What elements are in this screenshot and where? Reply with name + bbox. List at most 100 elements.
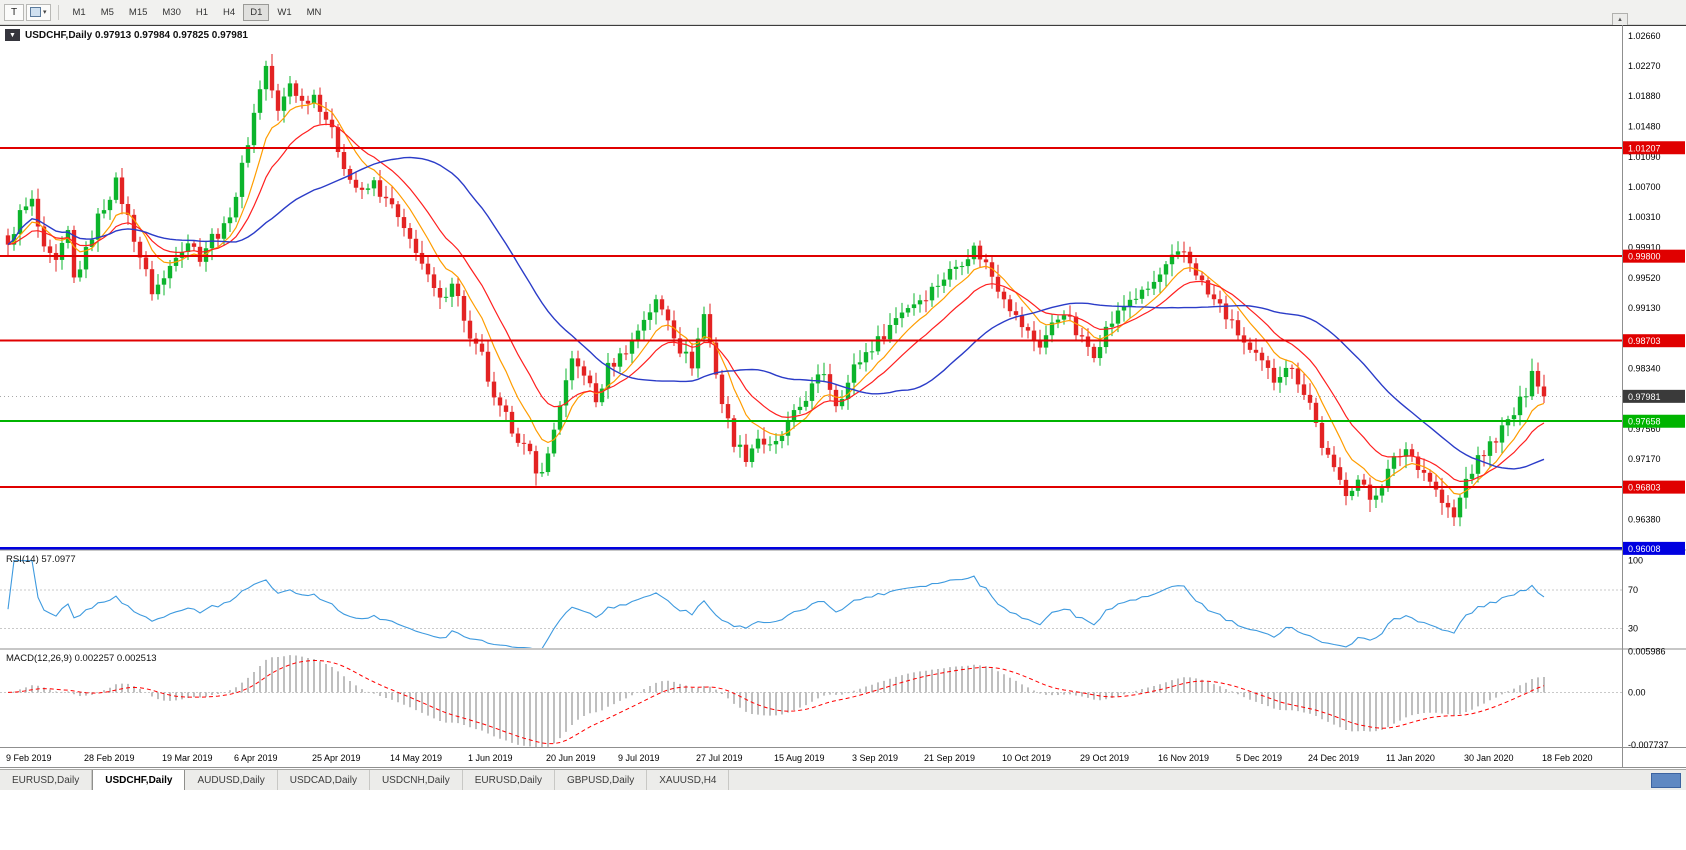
macd-pane[interactable] [0,650,1622,747]
candle [815,364,821,393]
candle [749,444,755,468]
candle [1229,309,1235,329]
candle [515,427,521,447]
candle [119,168,125,215]
candle [1205,276,1211,298]
timeframe-button-h4[interactable]: H4 [216,4,242,21]
candle [809,377,815,410]
chart-template-icon [30,7,41,17]
candle [1115,302,1121,333]
candle [1541,374,1547,404]
candle [1109,311,1115,337]
candle [869,340,875,360]
chart-tab-1-usdchf-daily[interactable]: USDCHF,Daily [92,770,186,790]
candle [953,259,959,280]
chart-tab-3-usdcad-daily[interactable]: USDCAD,Daily [277,770,370,790]
candle [971,242,977,265]
candle [1163,260,1169,287]
timeframe-button-w1[interactable]: W1 [270,4,298,21]
timeframe-button-m1[interactable]: M1 [66,4,93,21]
timeframe-button-m5[interactable]: M5 [94,4,121,21]
candle [1517,385,1523,426]
candle [857,350,863,370]
candle [569,350,575,390]
date-label: 10 Oct 2019 [1002,753,1051,763]
candle [965,249,971,274]
candle [803,391,809,411]
chart-tab-5-eurusd-daily[interactable]: EURUSD,Daily [462,770,555,790]
chart-tab-7-xauusd-h4[interactable]: XAUUSD,H4 [647,770,730,790]
timeframe-button-m15[interactable]: M15 [122,4,154,21]
price-pane[interactable] [0,25,1622,549]
candle [191,240,197,251]
candle [623,345,629,361]
candle [1499,417,1505,455]
candle [335,124,341,158]
candle [1001,287,1007,309]
candle [905,304,911,317]
one-click-trading-toggle[interactable]: ▼ [5,29,20,41]
rsi-pane[interactable] [0,551,1622,648]
candle [29,190,35,216]
candle [17,204,23,246]
candle [365,183,371,195]
date-label: 14 May 2019 [390,753,442,763]
date-label: 11 Jan 2020 [1386,753,1435,763]
candle [1277,366,1283,393]
price-tick-label: 1.01880 [1628,91,1661,101]
svg-text:1.01207: 1.01207 [1628,143,1661,153]
candle [317,87,323,124]
mid-ma-line [7,123,1545,483]
candle [131,209,137,253]
candle [635,324,641,349]
chevron-down-icon: ▾ [43,8,47,16]
candle [1301,373,1307,400]
candle [47,239,53,263]
chart-tab-2-audusd-daily[interactable]: AUDUSD,Daily [185,770,278,790]
candle [929,282,935,307]
candle [1139,286,1145,304]
macd-tick-label: -0.007737 [1628,740,1669,750]
candle [41,216,47,252]
candle [1409,443,1415,462]
timeframe-button-h1[interactable]: H1 [189,4,215,21]
candle [239,155,245,209]
candle [431,267,437,297]
chart-tab-6-gbpusd-daily[interactable]: GBPUSD,Daily [554,770,648,790]
candle [743,433,749,467]
timeframe-button-mn[interactable]: MN [300,4,329,21]
date-label: 3 Sep 2019 [852,753,898,763]
date-axis[interactable] [0,747,1622,768]
candle [923,290,929,313]
price-tick-label: 1.01090 [1628,152,1661,162]
candle [539,462,545,477]
text-tool-button[interactable]: T [4,3,24,21]
candle [1511,407,1517,427]
timeframe-button-m30[interactable]: M30 [155,4,187,21]
templates-button[interactable]: ▾ [26,3,51,21]
candle [125,196,131,225]
tabbar-scroll-thumb[interactable] [1651,772,1681,788]
price-badge-0.96008: 0.96008 [1623,541,1685,555]
price-chart-svg[interactable]: 1.02660 1.02270 1.01880 1.01480 1.01090 1.007… [0,25,1686,768]
candle [1199,271,1205,286]
candle [845,374,851,410]
candle [353,171,359,193]
candle [461,290,467,333]
candle [275,83,281,121]
chart-tab-4-usdcnh-daily[interactable]: USDCNH,Daily [369,770,463,790]
candle [533,445,539,486]
price-tick-label: 1.02660 [1628,31,1661,41]
candle [1487,436,1493,468]
timeframe-button-d1[interactable]: D1 [243,3,270,21]
candle [497,392,503,417]
candle [113,172,119,204]
candle [215,228,221,248]
chart-tab-0-eurusd-daily[interactable]: EURUSD,Daily [0,770,93,790]
candle [653,294,659,325]
candle [1427,469,1433,488]
candle [311,89,317,109]
candle [263,60,269,101]
candle [1121,295,1127,322]
